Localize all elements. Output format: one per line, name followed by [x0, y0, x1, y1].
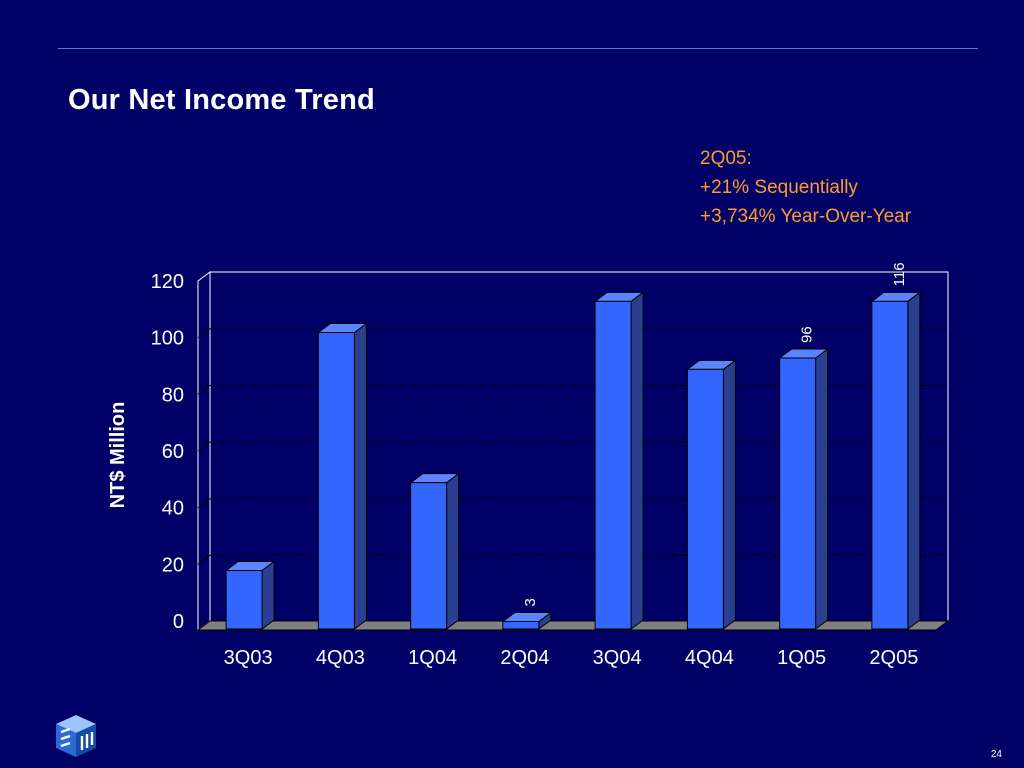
bar-side: [446, 472, 460, 630]
smic-cube-logo-icon: [56, 715, 96, 757]
bar-side: [722, 359, 736, 630]
bar: [317, 332, 355, 630]
gridline: [197, 384, 211, 395]
bar: [225, 570, 263, 630]
y-axis-title: NT$ Million: [107, 402, 129, 509]
annotation-line: 2Q05:: [700, 148, 752, 169]
y-tick-label: 40: [162, 498, 184, 520]
bar: [410, 482, 448, 630]
bar: [686, 368, 724, 630]
x-tick-label: 1Q05: [777, 647, 826, 669]
bar-side: [907, 291, 921, 630]
side-wall: [197, 271, 211, 631]
y-tick-label: 100: [151, 328, 184, 350]
bar: [594, 300, 632, 630]
annotation-line: +3,734% Year-Over-Year: [700, 206, 912, 227]
bar: [502, 621, 540, 630]
page-title: Our Net Income Trend: [68, 84, 375, 116]
data-label: 116: [891, 262, 908, 286]
gridline: [197, 328, 211, 339]
top-divider: [58, 48, 978, 49]
x-tick-label: 1Q04: [408, 647, 457, 669]
bar: [871, 300, 909, 630]
bar-side: [261, 560, 275, 630]
bar-side: [353, 322, 367, 630]
y-tick-label: 120: [151, 271, 184, 293]
gridline: [197, 498, 211, 509]
y-tick-label: 0: [173, 611, 184, 633]
gridline: [197, 554, 211, 565]
y-tick-label: 60: [162, 441, 184, 463]
page-number: 24: [990, 749, 1002, 760]
data-label: 96: [799, 326, 816, 343]
y-tick-label: 80: [162, 384, 184, 406]
bar-side: [815, 348, 829, 630]
gridline: [197, 441, 211, 452]
bar: [779, 357, 817, 630]
data-label: 3: [522, 598, 539, 606]
x-tick-label: 3Q03: [224, 647, 273, 669]
x-tick-label: 2Q05: [869, 647, 918, 669]
annotation-line: +21% Sequentially: [700, 177, 858, 198]
y-tick-label: 20: [162, 554, 184, 576]
chart-floor: [196, 620, 950, 631]
bar-side: [630, 291, 644, 630]
annotation-box: 2Q05: +21% Sequentially +3,734% Year-Ove…: [700, 144, 911, 231]
x-tick-label: 3Q04: [593, 647, 642, 669]
x-tick-label: 4Q03: [316, 647, 365, 669]
x-tick-label: 4Q04: [685, 647, 734, 669]
x-tick-label: 2Q04: [500, 647, 549, 669]
